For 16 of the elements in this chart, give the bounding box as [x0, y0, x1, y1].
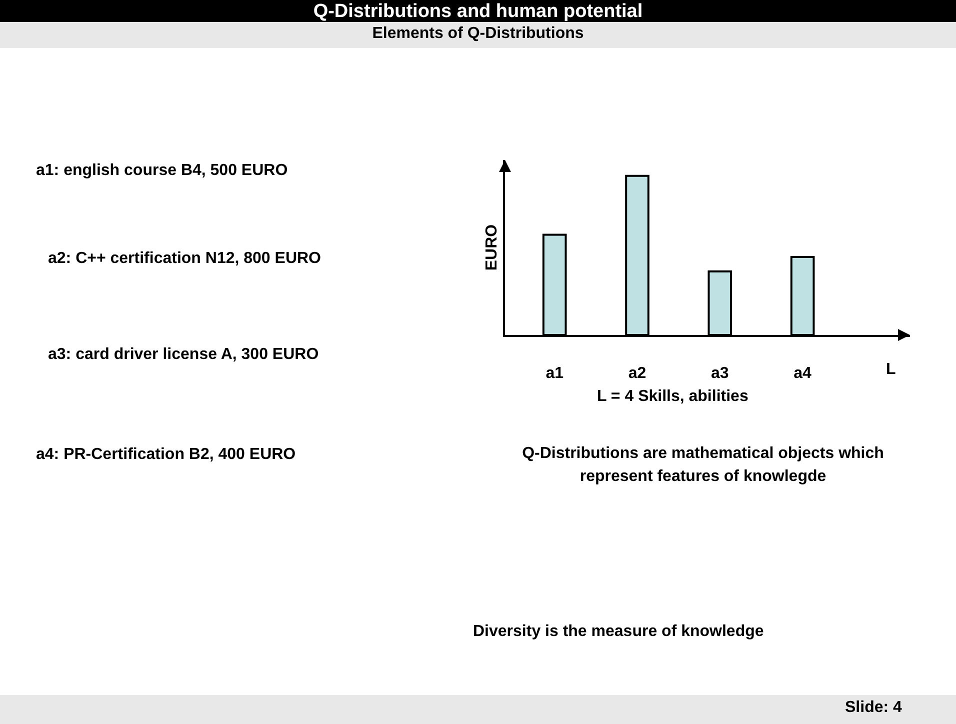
x-tick-label: a1 — [546, 365, 564, 382]
text: Diversity is the measure of knowledge — [473, 623, 764, 641]
text: Q-Distributions are mathematical objects which represent features of knowlegde — [521, 444, 885, 487]
text: a3: card driver license A, 300 EURO — [48, 346, 319, 364]
x-axis-title: L — [886, 361, 896, 378]
chart-subtitle: Elements of Q-Distributions — [0, 22, 956, 48]
chart-title: Q-Distributions and human potential — [0, 0, 956, 22]
text: Slide: 4 — [845, 699, 902, 717]
text: a1: english course B4, 500 EURO — [36, 162, 288, 180]
x-tick-label: a3 — [711, 365, 729, 382]
x-tick-label: a4 — [794, 365, 812, 382]
x-tick-label: a2 — [628, 365, 646, 382]
text: a2: C++ certification N12, 800 EURO — [48, 250, 321, 268]
y-axis-title: EURO — [483, 224, 500, 271]
text: a4: PR-Certification B2, 400 EURO — [36, 446, 296, 464]
text: L = 4 Skills, abilities — [597, 388, 748, 406]
